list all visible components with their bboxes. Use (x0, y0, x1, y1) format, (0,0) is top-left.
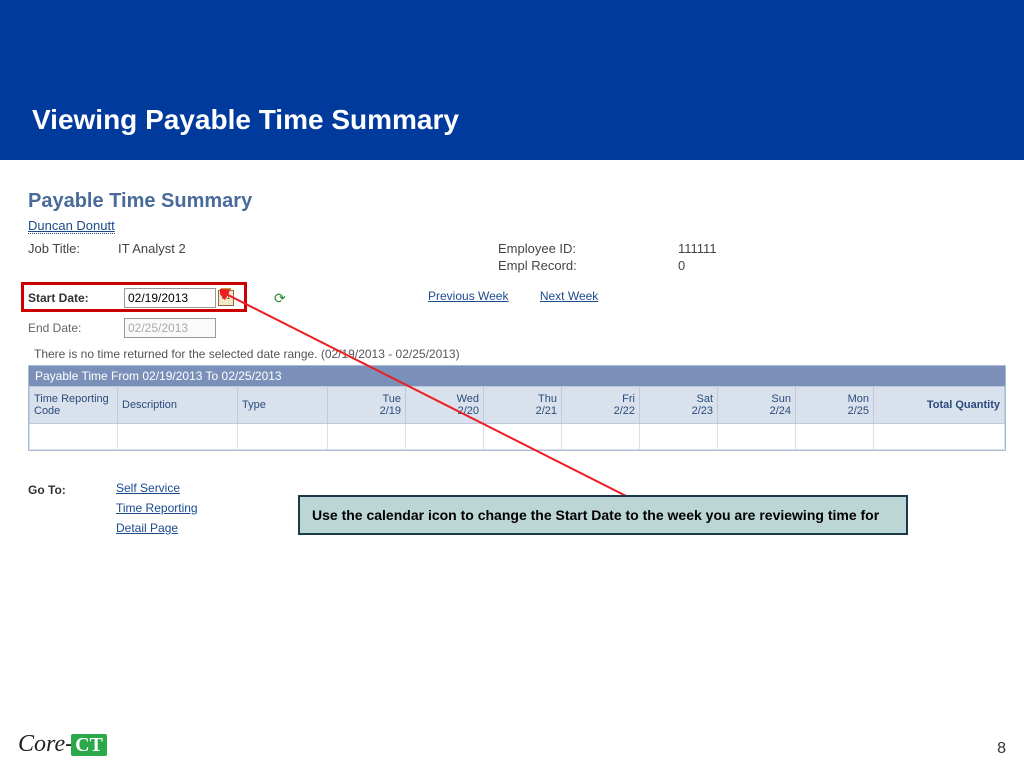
table-title: Payable Time From 02/19/2013 To 02/25/20… (29, 366, 1005, 386)
goto-self-service-link[interactable]: Self Service (116, 481, 198, 495)
core-ct-logo: Core-CT (18, 731, 107, 758)
employee-id-value: 111111 (678, 241, 717, 256)
logo-text-right: CT (71, 734, 107, 756)
col-type: Type (238, 387, 328, 424)
employee-id-label: Employee ID: (498, 241, 678, 256)
col-description: Description (118, 387, 238, 424)
end-date-row: End Date: (28, 317, 1006, 339)
page-heading: Payable Time Summary (28, 190, 1006, 213)
col-total: Total Quantity (874, 387, 1005, 424)
week-nav-links: Previous Week Next Week (428, 289, 626, 303)
empl-record-value: 0 (678, 258, 685, 273)
col-trc: Time Reporting Code (30, 387, 118, 424)
end-date-input (124, 318, 216, 338)
slide-footer: Core-CT 8 (18, 731, 1006, 758)
date-section: Start Date: 31 ⟳ Previous Week Next Week… (28, 287, 1006, 339)
next-week-link[interactable]: Next Week (540, 289, 598, 303)
col-day-0: Tue2/19 (328, 387, 406, 424)
job-title-label: Job Title: (28, 241, 118, 256)
content-area: Payable Time Summary Duncan Donutt Job T… (0, 160, 1024, 541)
job-title-value: IT Analyst 2 (118, 241, 186, 256)
employee-name-link[interactable]: Duncan Donutt (28, 218, 115, 234)
table-row (30, 424, 1005, 450)
calendar-icon[interactable]: 31 (218, 290, 234, 306)
col-day-5: Sun2/24 (718, 387, 796, 424)
page-number: 8 (997, 740, 1006, 758)
col-day-2: Thu2/21 (484, 387, 562, 424)
refresh-icon[interactable]: ⟳ (274, 290, 286, 307)
info-row-2: Empl Record: 0 (28, 258, 1006, 273)
logo-text-left: Core- (18, 731, 73, 757)
end-date-label: End Date: (28, 321, 124, 335)
slide-title: Viewing Payable Time Summary (32, 104, 459, 136)
payable-time-table: Time Reporting Code Description Type Tue… (29, 386, 1005, 450)
goto-label: Go To: (28, 481, 116, 541)
instruction-callout: Use the calendar icon to change the Star… (298, 495, 908, 535)
goto-detail-page-link[interactable]: Detail Page (116, 521, 198, 535)
no-time-message: There is no time returned for the select… (34, 347, 1006, 361)
table-header-row: Time Reporting Code Description Type Tue… (30, 387, 1005, 424)
goto-links: Self Service Time Reporting Detail Page (116, 481, 198, 541)
start-date-highlight-box (21, 282, 247, 312)
previous-week-link[interactable]: Previous Week (428, 289, 508, 303)
empl-record-label: Empl Record: (498, 258, 678, 273)
goto-time-reporting-link[interactable]: Time Reporting (116, 501, 198, 515)
slide-header-band: Viewing Payable Time Summary (0, 0, 1024, 160)
col-day-3: Fri2/22 (562, 387, 640, 424)
col-day-4: Sat2/23 (640, 387, 718, 424)
info-row-1: Job Title: IT Analyst 2 Employee ID: 111… (28, 241, 1006, 256)
col-day-1: Wed2/20 (406, 387, 484, 424)
col-day-6: Mon2/25 (796, 387, 874, 424)
payable-time-table-wrap: Payable Time From 02/19/2013 To 02/25/20… (28, 365, 1006, 451)
